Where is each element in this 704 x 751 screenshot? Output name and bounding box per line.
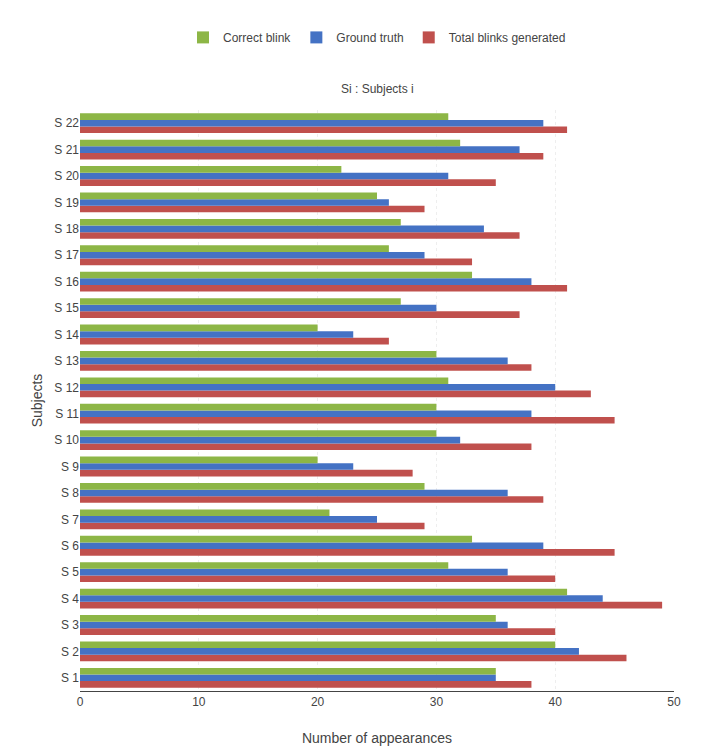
svg-text:Correct blink: Correct blink xyxy=(223,31,291,45)
svg-text:S 14: S 14 xyxy=(54,328,79,342)
svg-text:S 8: S 8 xyxy=(61,486,79,500)
svg-text:S 1: S 1 xyxy=(61,671,79,685)
svg-text:S 3: S 3 xyxy=(61,618,79,632)
svg-text:S 19: S 19 xyxy=(54,196,79,210)
svg-text:S 15: S 15 xyxy=(54,301,79,315)
svg-text:Total blinks generated: Total blinks generated xyxy=(449,31,566,45)
svg-text:50: 50 xyxy=(667,695,681,709)
svg-text:30: 30 xyxy=(430,695,444,709)
svg-text:S 11: S 11 xyxy=(55,407,79,421)
svg-text:Number of appearances: Number of appearances xyxy=(302,730,452,746)
svg-text:S 6: S 6 xyxy=(61,539,79,553)
svg-text:S 21: S 21 xyxy=(54,143,79,157)
svg-text:Si : Subjects i: Si : Subjects i xyxy=(341,82,414,96)
svg-text:S 16: S 16 xyxy=(54,275,79,289)
svg-text:S 5: S 5 xyxy=(61,565,79,579)
svg-text:S 22: S 22 xyxy=(54,116,79,130)
svg-text:0: 0 xyxy=(77,695,84,709)
svg-text:Subjects: Subjects xyxy=(29,374,45,428)
svg-text:S 2: S 2 xyxy=(61,645,79,659)
svg-text:S 18: S 18 xyxy=(54,222,79,236)
svg-text:20: 20 xyxy=(311,695,325,709)
svg-text:S 13: S 13 xyxy=(54,354,79,368)
svg-text:10: 10 xyxy=(192,695,206,709)
svg-text:S 4: S 4 xyxy=(61,592,79,606)
svg-text:S 12: S 12 xyxy=(54,381,79,395)
svg-text:Ground truth: Ground truth xyxy=(336,31,403,45)
svg-text:S 20: S 20 xyxy=(54,169,79,183)
svg-text:40: 40 xyxy=(549,695,563,709)
svg-text:S 9: S 9 xyxy=(61,460,79,474)
svg-text:S 7: S 7 xyxy=(61,513,79,527)
svg-text:S 17: S 17 xyxy=(54,248,79,262)
svg-text:S 10: S 10 xyxy=(54,433,79,447)
